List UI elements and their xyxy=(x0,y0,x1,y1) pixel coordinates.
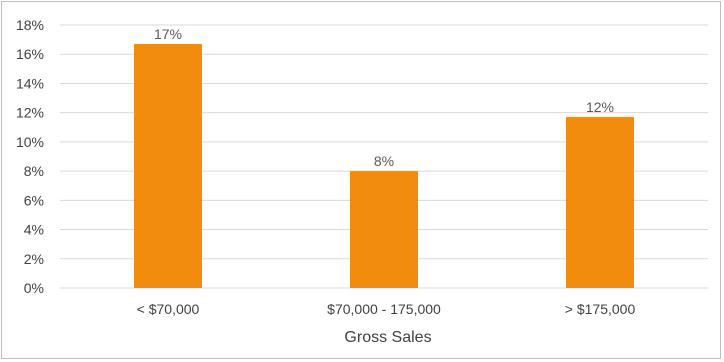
x-tick-label: > $175,000 xyxy=(565,301,636,317)
y-tick-label: 16% xyxy=(16,46,44,62)
y-tick-label: 6% xyxy=(24,192,44,208)
bar-data-label: 17% xyxy=(154,26,182,42)
bar-data-label: 8% xyxy=(374,153,394,169)
y-tick-label: 12% xyxy=(16,105,44,121)
y-tick-label: 4% xyxy=(24,222,44,238)
bar-data-label: 12% xyxy=(586,99,614,115)
bar xyxy=(566,117,634,288)
x-tick-label: $70,000 - 175,000 xyxy=(327,301,441,317)
y-axis-ticks: 0% 2% 4% 6% 8% 10% 12% 14% 16% 18% xyxy=(16,17,44,296)
bar xyxy=(134,43,202,288)
data-labels: 17% 8% 12% xyxy=(154,26,614,169)
x-tick-label: < $70,000 xyxy=(137,301,200,317)
x-axis-title: Gross Sales xyxy=(344,329,431,346)
y-tick-label: 8% xyxy=(24,163,44,179)
bars xyxy=(134,43,634,288)
y-tick-label: 0% xyxy=(24,280,44,296)
x-axis-ticks: < $70,000 $70,000 - 175,000 > $175,000 xyxy=(137,301,636,317)
bar xyxy=(350,171,418,288)
y-tick-label: 2% xyxy=(24,251,44,267)
y-tick-label: 14% xyxy=(16,75,44,91)
y-tick-label: 18% xyxy=(16,17,44,33)
y-tick-label: 10% xyxy=(16,134,44,150)
